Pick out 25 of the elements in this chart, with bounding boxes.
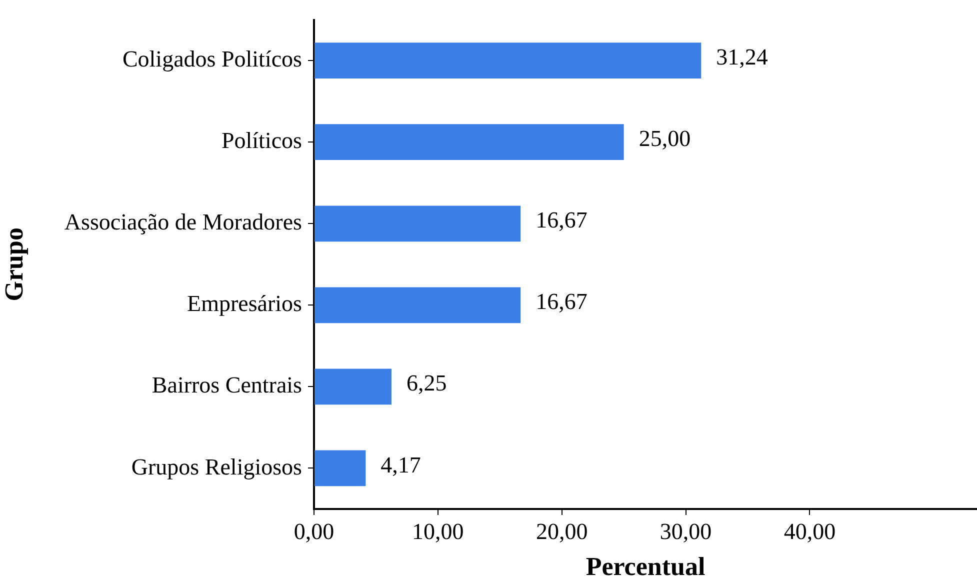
data-label: 25,00 — [638, 126, 691, 152]
data-label: 31,24 — [716, 44, 768, 70]
x-tick-label: 20,00 — [536, 518, 588, 544]
y-tick-label: Associação de Moradores — [64, 210, 302, 235]
y-tick-label: Bairros Centrais — [152, 372, 302, 398]
x-tick-label: 30,00 — [660, 518, 712, 544]
x-axis-title: Percentual — [586, 552, 706, 582]
bar — [314, 368, 392, 405]
bar — [314, 42, 702, 79]
data-label: 6,25 — [406, 370, 447, 396]
y-axis-title: Grupo — [0, 228, 28, 302]
bar — [314, 206, 521, 242]
y-tick-label: Grupos Religiosos — [131, 454, 302, 480]
x-tick-label: 0,00 — [294, 518, 334, 544]
y-tick-label: Políticos — [221, 128, 302, 154]
x-tick-label: 10,00 — [412, 518, 464, 544]
bar — [314, 287, 521, 324]
y-tick-label: Empresários — [187, 291, 302, 316]
data-label: 4,17 — [380, 452, 421, 478]
data-label: 16,67 — [536, 289, 588, 314]
bar — [314, 450, 366, 486]
bar — [314, 124, 624, 160]
y-tick-label: Coligados Politícos — [122, 46, 302, 72]
data-label: 16,67 — [536, 208, 588, 233]
x-tick-label: 40,00 — [784, 518, 836, 544]
